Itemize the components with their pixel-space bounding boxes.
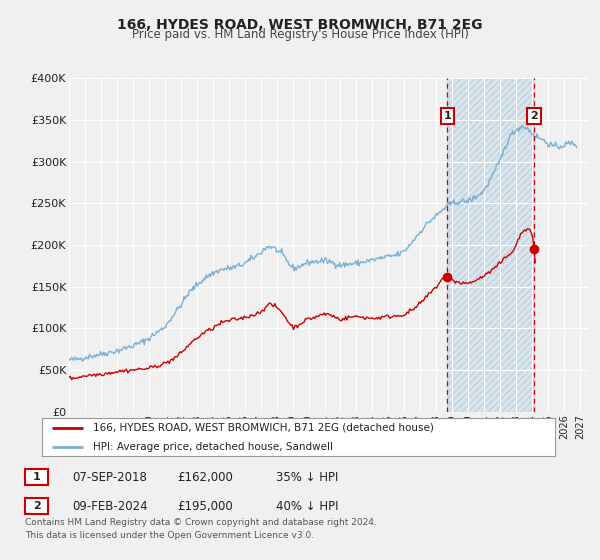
Text: 2: 2 — [530, 111, 538, 121]
Text: 09-FEB-2024: 09-FEB-2024 — [72, 500, 148, 513]
Text: Contains HM Land Registry data © Crown copyright and database right 2024.
This d: Contains HM Land Registry data © Crown c… — [25, 519, 377, 540]
Text: £195,000: £195,000 — [177, 500, 233, 513]
Bar — [448, 78, 534, 412]
Text: 07-SEP-2018: 07-SEP-2018 — [72, 470, 147, 484]
Text: 166, HYDES ROAD, WEST BROMWICH, B71 2EG: 166, HYDES ROAD, WEST BROMWICH, B71 2EG — [117, 18, 483, 32]
Text: £162,000: £162,000 — [177, 470, 233, 484]
Text: 1: 1 — [33, 472, 40, 482]
Text: 1: 1 — [443, 111, 451, 121]
Text: HPI: Average price, detached house, Sandwell: HPI: Average price, detached house, Sand… — [94, 442, 334, 452]
Bar — [448, 78, 534, 412]
Text: 2: 2 — [33, 501, 40, 511]
Text: 166, HYDES ROAD, WEST BROMWICH, B71 2EG (detached house): 166, HYDES ROAD, WEST BROMWICH, B71 2EG … — [94, 423, 434, 433]
Text: 35% ↓ HPI: 35% ↓ HPI — [276, 470, 338, 484]
Text: Price paid vs. HM Land Registry's House Price Index (HPI): Price paid vs. HM Land Registry's House … — [131, 28, 469, 41]
Text: 40% ↓ HPI: 40% ↓ HPI — [276, 500, 338, 513]
